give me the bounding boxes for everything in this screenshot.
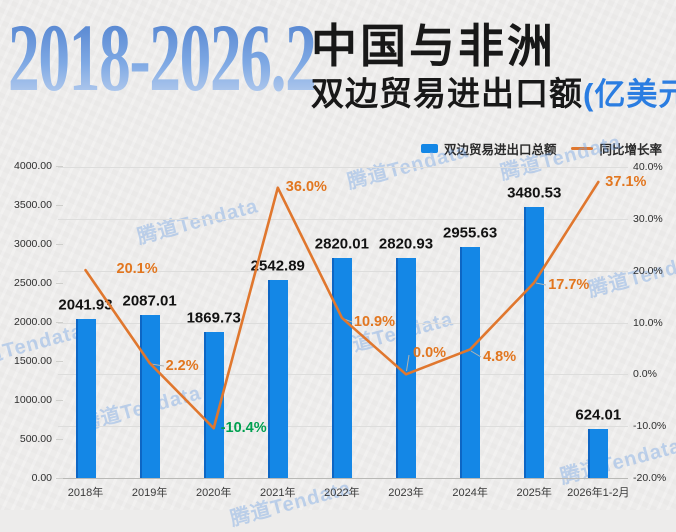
legend-bar-label: 双边贸易进出口总额 [443,143,557,157]
label-leader-line [470,350,482,358]
chart-title-line1: 中国与非洲 [311,20,556,72]
trade-total-bar [460,247,481,478]
trade-total-bar [75,318,96,478]
left-axis-tick-label: 500.00 [19,433,52,445]
left-axis-tick-label: 2000.00 [14,316,52,328]
growth-rate-label: -10.4% [220,420,267,437]
left-axis-tick-label: 1500.00 [14,355,52,367]
bar-value-label: 2542.89 [250,257,305,275]
bar-value-label: 2820.93 [378,235,434,253]
bar-value-label: 624.01 [575,406,622,424]
legend-line-label: 同比增长率 [599,143,662,157]
legend-bar-swatch-icon [420,144,438,153]
legend-line-swatch-icon [571,147,594,150]
label-leader-line [535,282,547,286]
left-axis-tick [56,400,63,401]
x-axis-category-label: 2022年 [324,487,360,499]
left-axis-tick [56,439,63,440]
left-axis-tick [56,478,63,479]
label-leader-line [406,354,410,372]
left-axis-tick-label: 4000.00 [14,160,52,172]
bar-value-label: 1869.73 [186,309,241,327]
right-axis-tick-label: 10.0% [633,316,663,329]
left-axis-tick [56,322,63,323]
growth-rate-line [84,180,600,430]
x-axis-category-label: 2018年 [67,487,104,499]
left-axis-tick [56,283,63,284]
right-axis-tick-label: 40.0% [633,161,663,173]
legend-item-line: 同比增长率 [571,139,662,158]
trade-total-bar [267,279,288,478]
chart-title-unit: (亿美元) [583,76,676,112]
left-axis-tick [56,244,63,245]
right-axis-tick-label: 0.0% [633,368,657,381]
bar-value-label: 3480.53 [507,184,562,202]
legend: 双边贸易进出口总额 同比增长率 [420,139,662,158]
chart-title-line2: 双边贸易进出口额(亿美元) [311,73,676,115]
x-axis-category-label: 2025年 [516,487,552,499]
growth-rate-label: 37.1% [605,174,647,191]
right-axis-tick-label: 20.0% [633,264,663,277]
right-axis-tick-label: 30.0% [633,212,663,225]
gridline [58,478,628,479]
bar-value-label: 2087.01 [122,292,177,310]
left-axis-tick-label: 3000.00 [14,238,52,250]
growth-line-svg [84,180,600,430]
bar-value-label: 2041.93 [58,296,113,314]
trade-total-bar [331,258,352,478]
trade-total-bar [203,332,224,478]
gridline [58,167,628,168]
right-axis-tick-label: -10.0% [633,420,667,433]
x-axis-category-label: 2026年1-2月 [567,487,630,499]
x-axis-category-label: 2019年 [131,487,168,499]
right-axis-tick-label: -20.0% [633,472,667,484]
left-axis-tick [56,361,63,362]
bar-value-label: 2820.01 [314,235,370,253]
x-axis-category-label: 2024年 [452,487,488,499]
growth-rate-label: 4.8% [483,349,517,366]
growth-rate-label: 0.0% [413,345,447,362]
growth-rate-label: 20.1% [116,261,158,278]
x-axis-category-label: 2020年 [195,487,232,499]
chart-title-line2-text: 双边贸易进出口额 [311,74,583,112]
left-axis-tick-label: 2500.00 [14,277,52,289]
gridline [58,218,628,220]
left-axis-tick [56,166,63,167]
chart-title: 中国与非洲 双边贸易进出口额(亿美元) [311,20,676,115]
legend-item-bars: 双边贸易进出口总额 [420,139,557,158]
label-leader-line [150,363,165,367]
growth-rate-label: 2.2% [165,357,199,374]
left-axis-tick-label: 0.00 [31,472,52,484]
left-axis-tick [56,205,63,206]
x-axis-category-label: 2023年 [388,487,424,499]
growth-rate-label: 10.9% [353,313,396,330]
left-axis-tick-label: 3500.00 [14,199,52,211]
growth-rate-label: 17.7% [548,276,590,293]
growth-rate-label: 36.0% [285,178,327,195]
title-year-range: 2018-2026.2 [8,4,317,111]
trade-total-bar [396,257,416,478]
left-axis-tick-label: 1000.00 [14,394,52,406]
x-axis-category-label: 2021年 [260,487,296,499]
bar-value-label: 2955.63 [442,224,498,242]
trade-total-bar [588,429,609,478]
